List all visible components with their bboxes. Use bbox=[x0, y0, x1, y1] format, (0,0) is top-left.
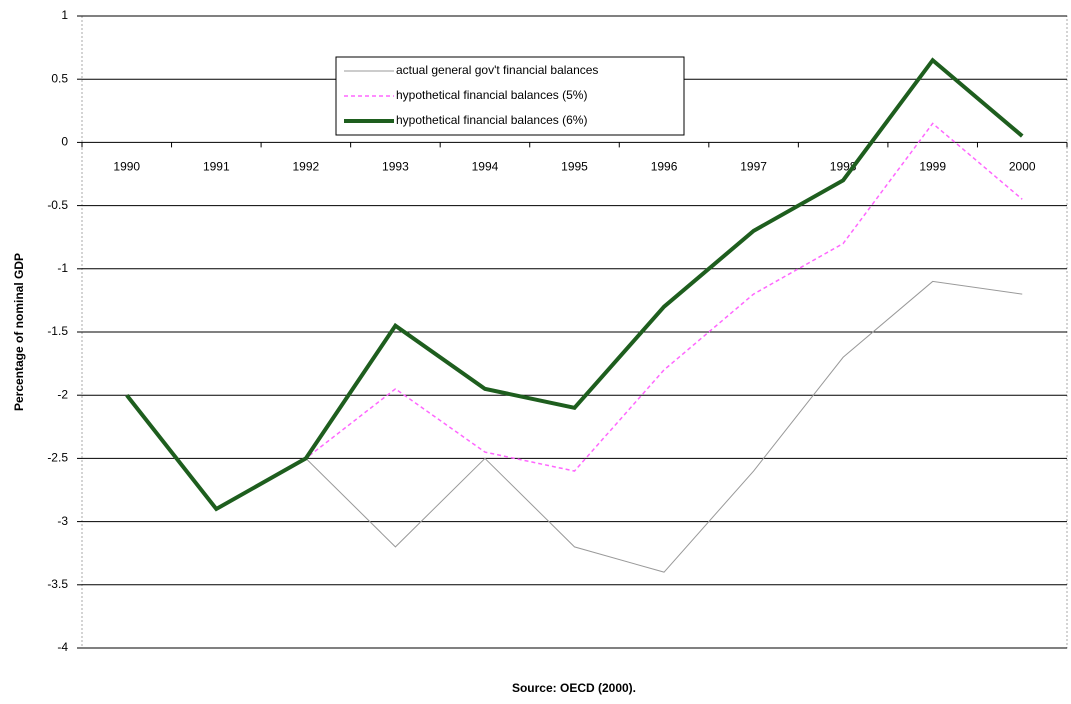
x-tick-label: 1999 bbox=[919, 160, 946, 174]
x-tick-label: 1997 bbox=[740, 160, 767, 174]
x-tick-label: 1996 bbox=[651, 160, 678, 174]
y-tick-label: -4 bbox=[57, 640, 68, 654]
series-line bbox=[126, 122, 1023, 510]
x-tick-label: 2000 bbox=[1009, 160, 1036, 174]
y-tick-label: 0 bbox=[61, 135, 68, 149]
x-tick-label: 1992 bbox=[293, 160, 320, 174]
legend-label: hypothetical financial balances (5%) bbox=[396, 88, 587, 102]
y-tick-label: -1 bbox=[57, 261, 68, 275]
x-tick-label: 1991 bbox=[203, 160, 230, 174]
y-tick-label: -3 bbox=[57, 514, 68, 528]
legend-label: hypothetical financial balances (6%) bbox=[396, 113, 587, 127]
y-tick-label: 0.5 bbox=[51, 71, 68, 85]
y-tick-label: -1.5 bbox=[47, 324, 68, 338]
y-axis-label: Percentage of nominal GDP bbox=[12, 253, 26, 411]
x-tick-label: 1990 bbox=[113, 160, 140, 174]
series-line bbox=[125, 57, 1024, 512]
y-tick-label: -3.5 bbox=[47, 577, 68, 591]
y-tick-label: -0.5 bbox=[47, 198, 68, 212]
y-tick-label: -2.5 bbox=[47, 451, 68, 465]
source-note: Source: OECD (2000). bbox=[512, 681, 636, 695]
series-line bbox=[126, 280, 1023, 573]
x-tick-label: 1994 bbox=[472, 160, 499, 174]
legend-label: actual general gov't financial balances bbox=[396, 63, 598, 77]
x-tick-label: 1995 bbox=[561, 160, 588, 174]
x-tick-label: 1993 bbox=[382, 160, 409, 174]
y-tick-label: 1 bbox=[61, 8, 68, 22]
y-tick-label: -2 bbox=[57, 387, 68, 401]
